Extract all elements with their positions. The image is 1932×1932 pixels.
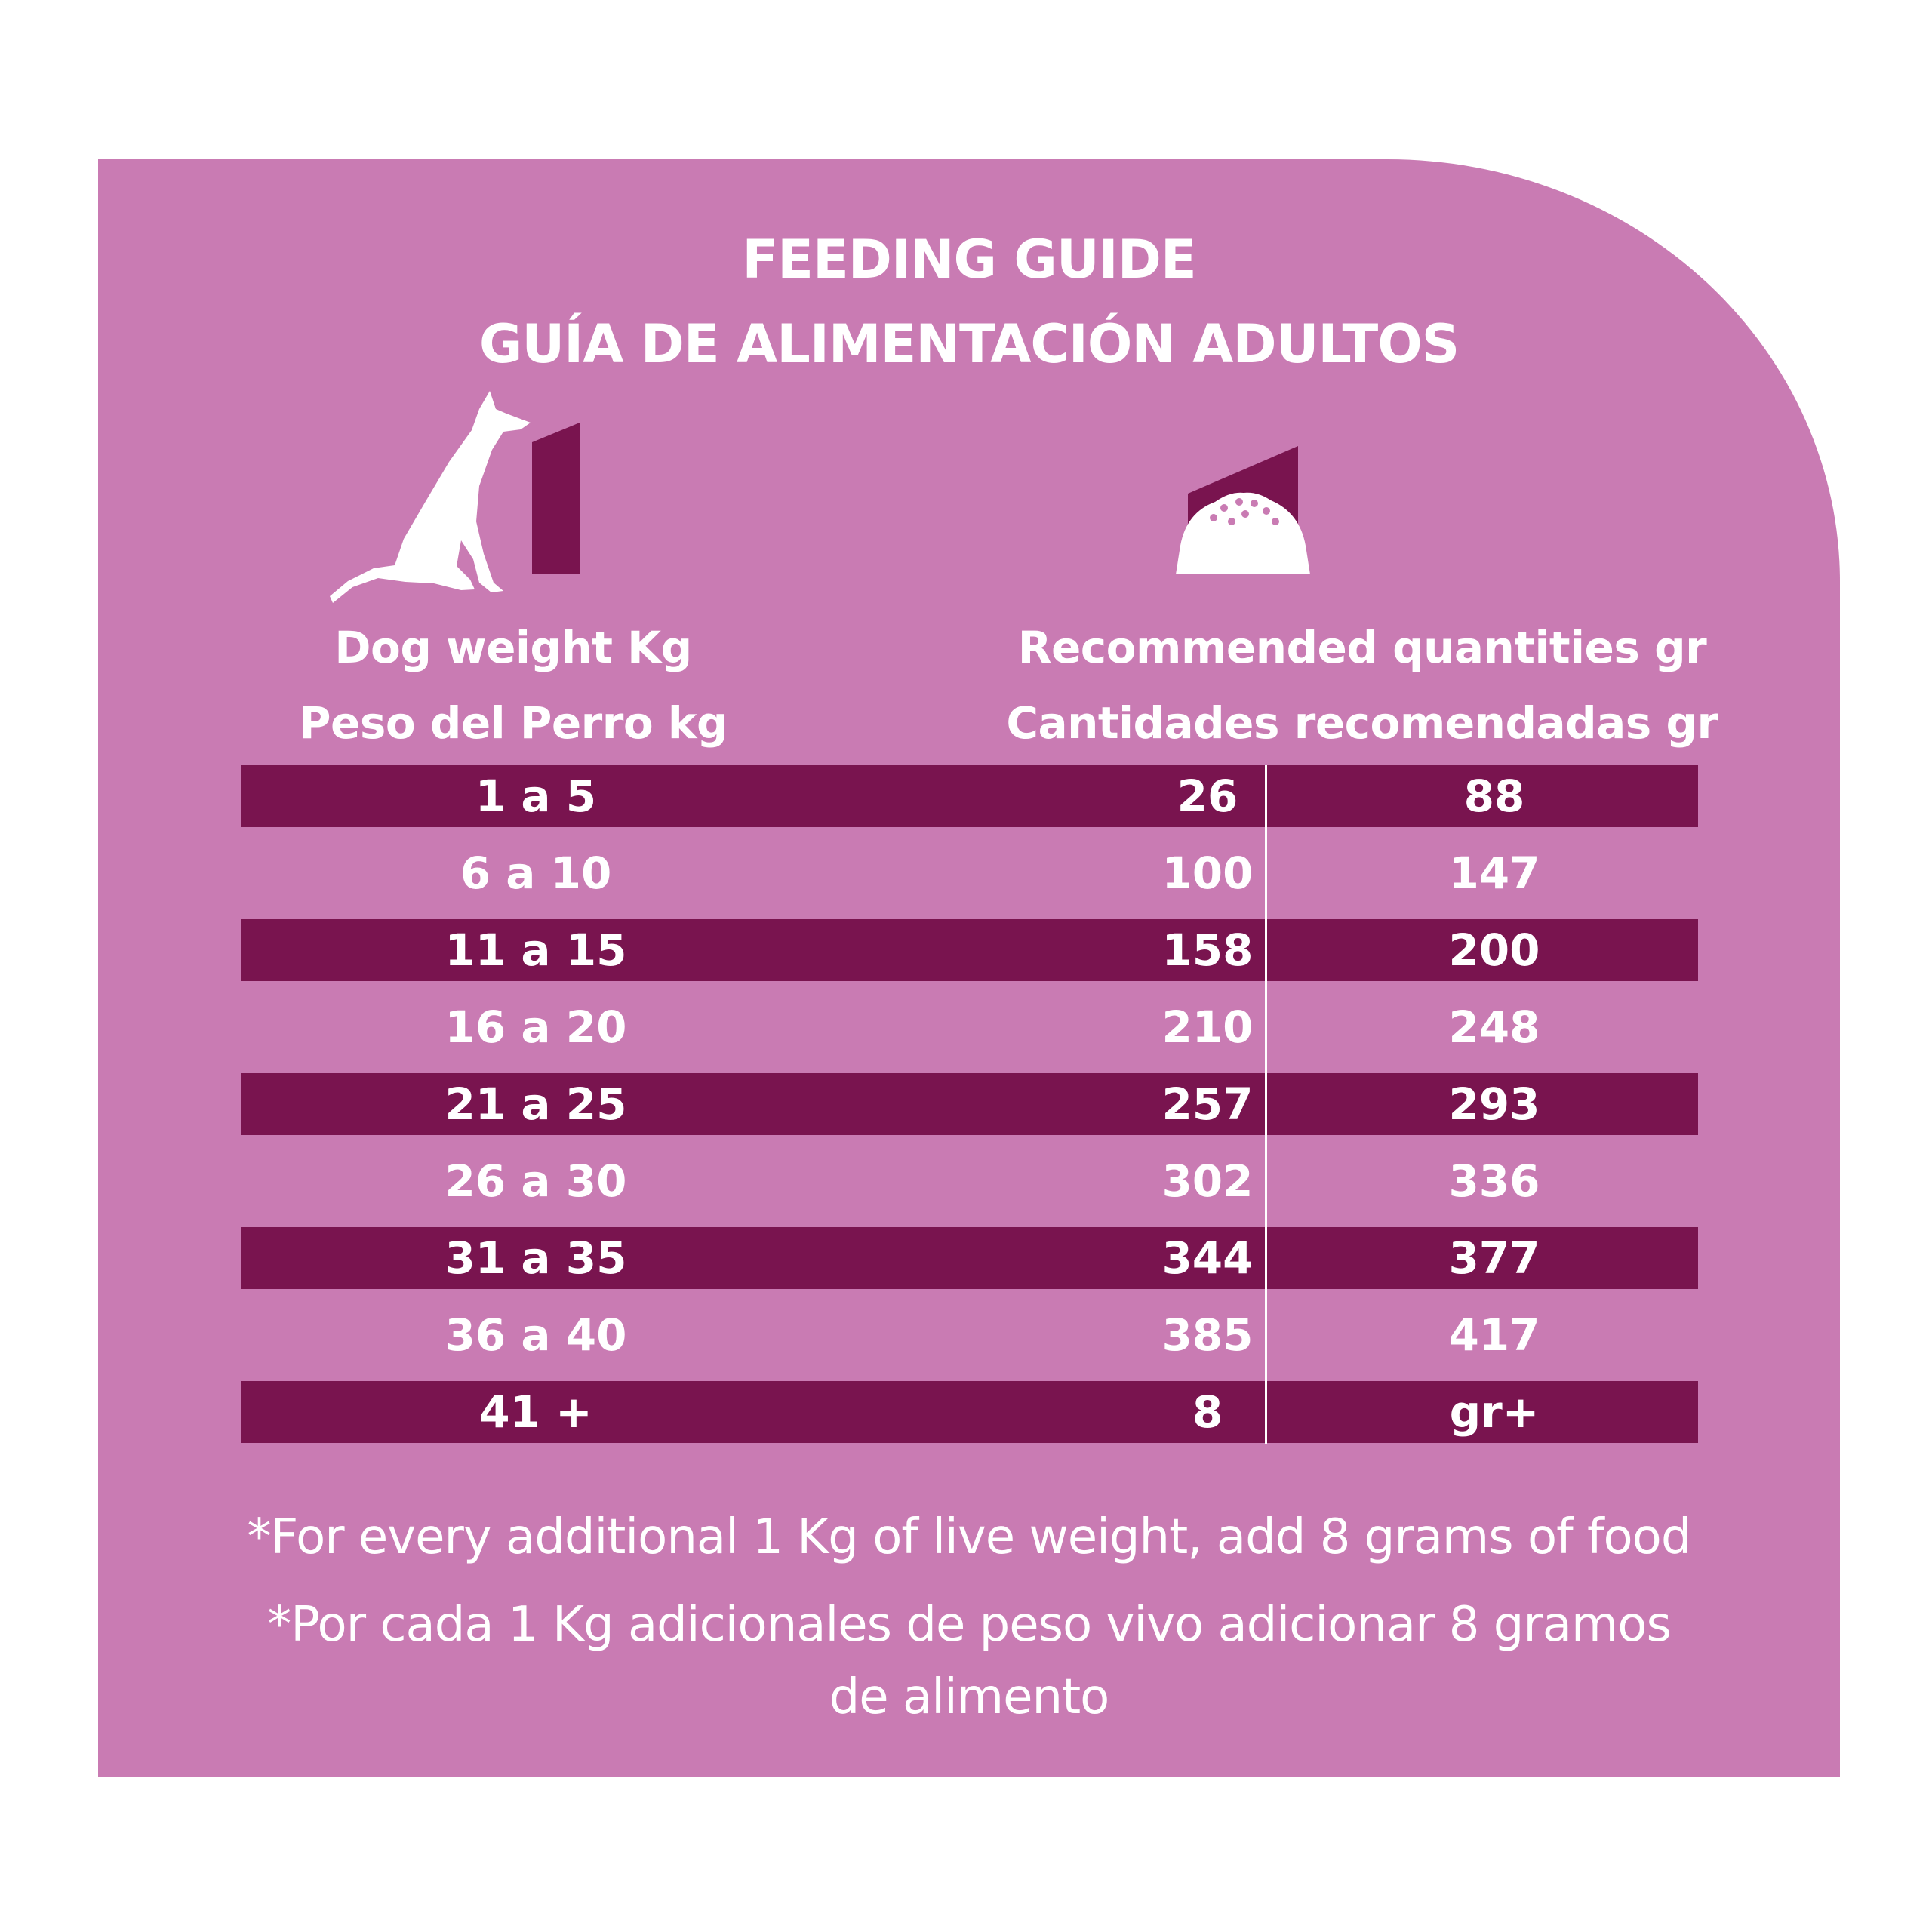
weight-cell: 26 a 30 xyxy=(445,1155,627,1207)
quantity-header-english: Recommended quantities gr xyxy=(1017,622,1707,673)
weight-cell: 21 a 25 xyxy=(445,1078,627,1130)
max-quantity-cell: 200 xyxy=(1448,924,1540,976)
note-spanish-line2: de alimento xyxy=(829,1669,1110,1725)
weight-cell: 6 a 10 xyxy=(460,848,612,899)
max-quantity-cell: 417 xyxy=(1448,1309,1540,1361)
table-row: 11 a 15 158 200 xyxy=(242,919,1698,981)
min-quantity-cell: 210 xyxy=(1161,1001,1254,1053)
max-quantity-cell: 293 xyxy=(1448,1078,1540,1130)
feeding-guide-card: FEEDING GUIDE GUÍA DE ALIMENTACIÓN ADULT… xyxy=(98,159,1840,1777)
min-quantity-cell: 257 xyxy=(1161,1078,1254,1130)
max-quantity-cell: 377 xyxy=(1448,1232,1540,1284)
table-row: 6 a 10 100 147 xyxy=(242,842,1698,904)
min-quantity-cell: 100 xyxy=(1161,848,1254,899)
weight-header-english: Dog weight Kg xyxy=(334,622,692,673)
max-quantity-cell: gr+ xyxy=(1449,1386,1540,1438)
max-quantity-cell: 88 xyxy=(1463,771,1525,822)
table-row: 31 a 35 344 377 xyxy=(242,1227,1698,1289)
weight-cell: 1 a 5 xyxy=(475,771,597,822)
min-quantity-cell: 8 xyxy=(1192,1386,1223,1438)
min-quantity-cell: 26 xyxy=(1177,771,1238,822)
max-quantity-cell: 147 xyxy=(1448,848,1540,899)
weight-cell: 36 a 40 xyxy=(445,1309,627,1361)
min-quantity-cell: 302 xyxy=(1161,1155,1254,1207)
weight-cell: 31 a 35 xyxy=(445,1232,627,1284)
max-quantity-cell: 336 xyxy=(1448,1155,1540,1207)
column-divider xyxy=(1265,765,1267,1444)
min-quantity-cell: 344 xyxy=(1161,1232,1254,1284)
table-row: 26 a 30 302 336 xyxy=(242,1150,1698,1212)
min-quantity-cell: 385 xyxy=(1161,1309,1254,1361)
title-english: FEEDING GUIDE xyxy=(742,229,1196,291)
weight-header-spanish: Peso del Perro kg xyxy=(298,697,728,749)
table-row: 21 a 25 257 293 xyxy=(242,1073,1698,1135)
weight-cell: 16 a 20 xyxy=(445,1001,627,1053)
weight-cell: 11 a 15 xyxy=(445,924,627,976)
quantity-header-spanish: Cantidades recomendadas gr xyxy=(1006,697,1718,749)
table-row: 16 a 20 210 248 xyxy=(242,996,1698,1058)
table-row: 41 + 8 gr+ xyxy=(242,1381,1698,1443)
note-english: *For every additional 1 Kg of live weigh… xyxy=(247,1509,1692,1565)
table-row: 1 a 5 26 88 xyxy=(242,765,1698,827)
min-quantity-cell: 158 xyxy=(1161,924,1254,976)
sitting-dog-icon xyxy=(330,391,580,603)
weight-cell: 41 + xyxy=(479,1386,592,1438)
note-spanish-line1: *Por cada 1 Kg adicionales de peso vivo … xyxy=(267,1597,1672,1653)
feeding-table: 1 a 5 26 88 6 a 10 100 147 11 a 15 158 2… xyxy=(242,765,1698,1444)
table-row: 36 a 40 385 417 xyxy=(242,1304,1698,1366)
title-spanish: GUÍA DE ALIMENTACIÓN ADULTOS xyxy=(478,313,1460,375)
food-bowl-icon xyxy=(1176,446,1310,574)
max-quantity-cell: 248 xyxy=(1448,1001,1540,1053)
